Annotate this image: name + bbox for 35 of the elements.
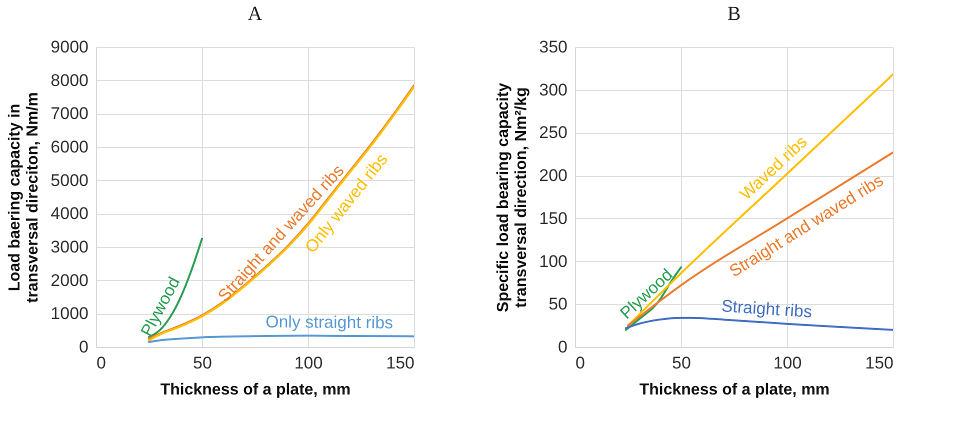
y-tick-label: 5000: [50, 170, 88, 190]
y-tick-label: 4000: [50, 204, 88, 224]
y-axis-title: Load baering capacity in transversal direciton, Nm/m: [6, 92, 42, 303]
chart-title: B: [727, 3, 741, 25]
y-tick-label: 8000: [50, 70, 88, 90]
series-label: Straight ribs: [720, 296, 813, 322]
y-tick-label: 100: [539, 252, 568, 271]
x-tick-label: 0: [96, 354, 106, 372]
y-tick-label: 3000: [50, 238, 88, 256]
x-axis-title: Thickness of a plate, mm: [160, 382, 351, 398]
x-axis-title: Thickness of a plate, mm: [639, 382, 830, 398]
y-tick-label: 0: [558, 338, 568, 356]
chart-title: A: [248, 3, 263, 25]
x-tick-label: 100: [773, 354, 802, 372]
y-tick-label: 50: [548, 294, 568, 314]
x-tick-label: 0: [576, 354, 585, 372]
y-tick-label: 7000: [50, 104, 88, 124]
x-tick-label: 150: [386, 354, 414, 372]
y-tick-label: 300: [539, 80, 568, 100]
line-series: [148, 334, 414, 343]
y-tick-label: 6000: [50, 138, 88, 156]
x-tick-label: 50: [672, 354, 691, 372]
y-tick-label: 2000: [50, 270, 88, 290]
y-tick-label: 250: [539, 123, 568, 142]
y-tick-label: 0: [79, 338, 88, 356]
y-tick-label: 200: [539, 166, 568, 186]
y-tick-label: 350: [539, 38, 568, 56]
y-axis-title: Specific load bearing capacity transversal direction, Nm²/kg: [495, 82, 530, 312]
y-tick-label: 1000: [50, 304, 88, 324]
y-tick-label: 150: [539, 208, 568, 228]
x-tick-label: 50: [193, 354, 212, 372]
x-tick-label: 100: [294, 354, 323, 372]
series-label: Only straight ribs: [265, 312, 394, 332]
x-tick-label: 150: [865, 354, 894, 372]
y-tick-label: 9000: [50, 38, 88, 56]
